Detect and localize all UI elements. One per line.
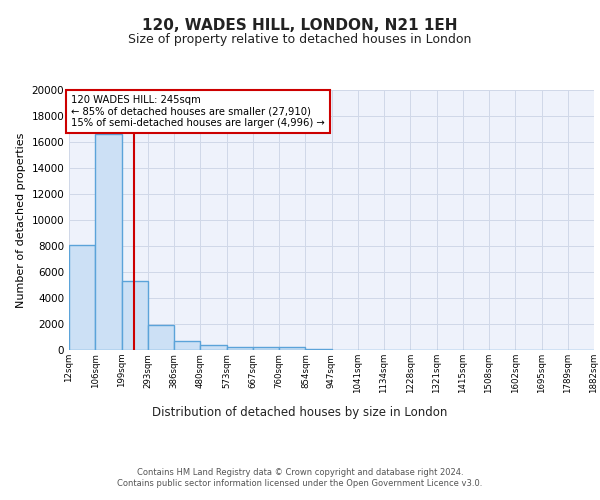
- Bar: [95, 134, 121, 350]
- Text: Contains HM Land Registry data © Crown copyright and database right 2024.
Contai: Contains HM Land Registry data © Crown c…: [118, 468, 482, 487]
- Bar: [121, 281, 148, 350]
- Bar: [279, 348, 305, 350]
- Bar: [148, 326, 174, 350]
- Text: 120 WADES HILL: 245sqm
← 85% of detached houses are smaller (27,910)
15% of semi: 120 WADES HILL: 245sqm ← 85% of detached…: [71, 95, 325, 128]
- Y-axis label: Number of detached properties: Number of detached properties: [16, 132, 26, 308]
- Bar: [69, 244, 95, 350]
- Text: 120, WADES HILL, LONDON, N21 1EH: 120, WADES HILL, LONDON, N21 1EH: [142, 18, 458, 32]
- Bar: [174, 341, 200, 350]
- Text: Size of property relative to detached houses in London: Size of property relative to detached ho…: [128, 32, 472, 46]
- Bar: [200, 346, 227, 350]
- Bar: [227, 347, 253, 350]
- Text: Distribution of detached houses by size in London: Distribution of detached houses by size …: [152, 406, 448, 419]
- Bar: [253, 348, 279, 350]
